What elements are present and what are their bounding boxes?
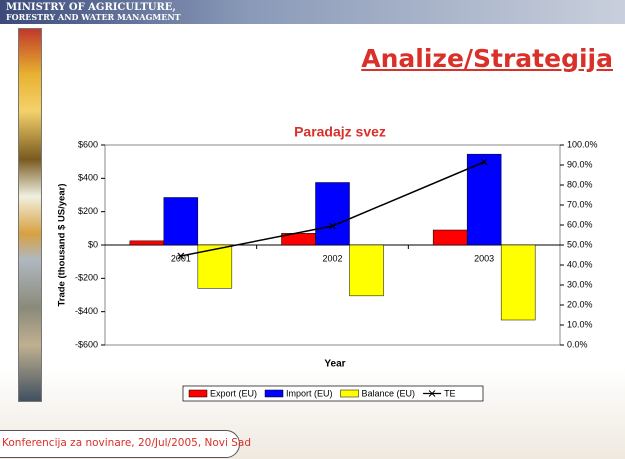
y-tick-label: $200 <box>78 206 98 216</box>
x-axis-title: Year <box>324 359 345 370</box>
y2-tick-label: 50.0% <box>567 239 593 249</box>
y2-tick-label: 20.0% <box>567 299 593 309</box>
bar <box>316 183 350 246</box>
bar <box>501 245 535 320</box>
y-axis-title: Trade (thousand $ US/year) <box>57 183 68 306</box>
y2-tick-label: 80.0% <box>567 179 593 189</box>
chart-title: Paradajz svez <box>294 124 386 140</box>
y2-tick-label: 40.0% <box>567 259 593 269</box>
chart: Paradajz svez Year Trade (thousand $ US/… <box>0 0 625 459</box>
y2-tick-label: 90.0% <box>567 159 593 169</box>
legend-swatch <box>341 390 359 397</box>
legend-swatch <box>265 390 283 397</box>
y-tick-label: -$200 <box>75 273 98 283</box>
legend-label: Balance (EU) <box>362 388 416 398</box>
y2-tick-label: 0.0% <box>567 339 588 349</box>
legend-label: Export (EU) <box>210 388 257 398</box>
x-tick-label: 2002 <box>322 253 342 263</box>
y2-tick-label: 10.0% <box>567 319 593 329</box>
legend-label: Import (EU) <box>286 388 333 398</box>
y-tick-label: $400 <box>78 173 98 183</box>
bar <box>130 241 164 245</box>
slide: MINISTRY OF AGRICULTURE, FORESTRY AND WA… <box>0 0 625 459</box>
y2-tick-label: 100.0% <box>567 139 598 149</box>
legend-swatch <box>189 390 207 397</box>
y-tick-label: $600 <box>78 139 98 149</box>
y-tick-label: -$600 <box>75 339 98 349</box>
bar <box>433 230 467 245</box>
bar <box>164 198 198 246</box>
y2-tick-label: 70.0% <box>567 199 593 209</box>
y2-tick-label: 60.0% <box>567 219 593 229</box>
legend-label: TE <box>444 388 456 398</box>
bar <box>350 245 384 296</box>
y-tick-label: $0 <box>88 239 98 249</box>
y2-tick-label: 30.0% <box>567 279 593 289</box>
y-tick-label: -$400 <box>75 306 98 316</box>
x-tick-label: 2003 <box>474 253 494 263</box>
